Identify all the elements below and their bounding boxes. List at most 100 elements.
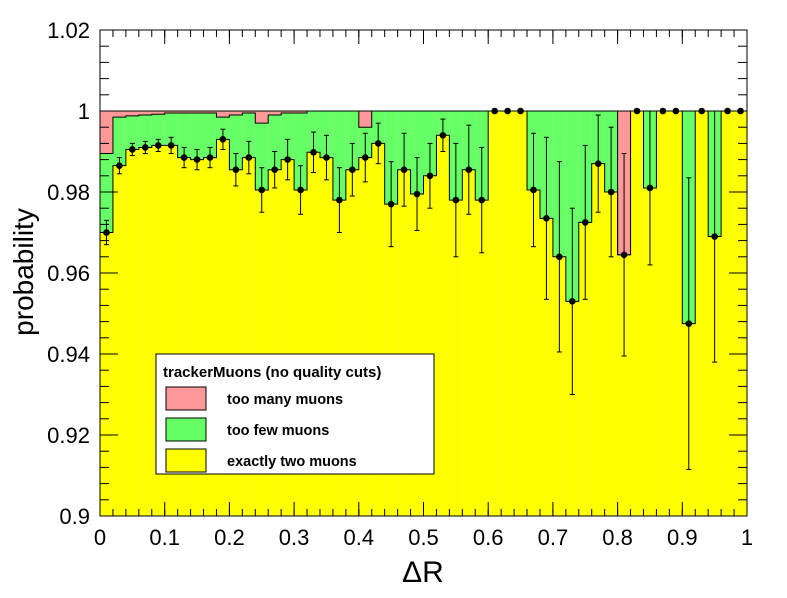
data-point xyxy=(646,184,654,192)
data-point xyxy=(232,166,240,174)
bin-too-many xyxy=(125,111,139,116)
bin-exactly-two xyxy=(514,111,528,516)
bin-too-few xyxy=(294,113,308,190)
y-tick-label: 0.98 xyxy=(47,180,90,205)
bin-too-few xyxy=(112,117,126,166)
data-point xyxy=(543,215,550,222)
x-tick-label: 0.6 xyxy=(473,525,504,550)
bin-exactly-two xyxy=(643,187,657,516)
x-tick-label: 0.2 xyxy=(214,525,245,550)
bin-too-few xyxy=(125,115,139,150)
y-tick-label: 1.02 xyxy=(47,18,90,43)
legend-label-exactly-two: exactly two muons xyxy=(227,454,357,470)
bin-too-few xyxy=(151,114,165,146)
bin-exactly-two xyxy=(565,301,579,516)
bin-too-many xyxy=(242,111,256,114)
bin-exactly-two xyxy=(449,200,463,516)
bin-too-few xyxy=(138,115,152,148)
axes: 0 0.1 0.2 0.3 0.4 0.5 0.6 0.7 0.8 0.9 1 0.9 0.92 0.94… xyxy=(47,18,753,550)
data-point xyxy=(103,229,110,236)
bin-too-few xyxy=(164,113,178,146)
bin-too-few xyxy=(100,153,113,233)
y-tick-label: 0.92 xyxy=(47,423,90,448)
bin-too-few xyxy=(384,111,398,205)
x-tick-label: 0.5 xyxy=(408,525,439,550)
bin-too-few xyxy=(190,113,204,160)
data-point xyxy=(465,166,473,174)
bin-exactly-two xyxy=(138,147,152,516)
data-point xyxy=(504,107,511,115)
data-point xyxy=(310,149,317,156)
bin-too-many xyxy=(151,111,165,115)
bin-too-many xyxy=(112,111,126,118)
bin-exactly-two xyxy=(125,149,139,516)
x-tick-label: 0.8 xyxy=(602,525,633,550)
x-tick-label: 0 xyxy=(94,525,106,550)
bin-too-few xyxy=(203,113,217,158)
data-point xyxy=(180,154,188,161)
data-point xyxy=(452,196,460,204)
data-point xyxy=(245,154,253,161)
bin-too-few xyxy=(345,111,359,170)
data-point xyxy=(620,251,628,259)
bin-too-few xyxy=(268,115,282,170)
bin-too-many xyxy=(358,111,372,128)
y-axis-label: probability xyxy=(8,208,39,336)
bin-too-few xyxy=(332,111,346,201)
legend-label-too-few: too few muons xyxy=(227,423,329,439)
bin-exactly-two xyxy=(708,236,722,516)
data-point xyxy=(387,200,395,208)
bin-exactly-two xyxy=(734,111,747,516)
data-point xyxy=(336,196,343,204)
legend-swatch-too-few xyxy=(165,417,207,442)
data-point xyxy=(206,154,214,161)
x-tick-label: 0.3 xyxy=(279,525,310,550)
data-point xyxy=(672,107,680,115)
data-point xyxy=(271,166,278,174)
bin-exactly-two xyxy=(100,232,113,516)
bin-exactly-two xyxy=(669,111,683,516)
bin-too-few xyxy=(177,113,191,158)
bin-too-few xyxy=(242,113,256,158)
legend-label-too-many: too many muons xyxy=(227,392,343,408)
bin-too-many xyxy=(281,111,295,114)
data-point xyxy=(129,146,136,153)
data-point xyxy=(478,196,486,204)
histogram-layers xyxy=(100,30,747,516)
data-point xyxy=(349,166,356,174)
bin-too-many xyxy=(255,111,269,124)
bin-too-few xyxy=(410,111,424,195)
data-point xyxy=(556,253,563,261)
bin-too-many xyxy=(164,111,178,114)
data-point xyxy=(258,186,266,194)
bin-too-few xyxy=(229,115,243,170)
data-point xyxy=(581,219,589,226)
bin-too-many xyxy=(294,111,308,114)
bin-too-few xyxy=(255,123,269,190)
bin-exactly-two xyxy=(604,192,618,516)
bin-exactly-two xyxy=(436,135,450,516)
legend-title: trackerMuons (no quality cuts) xyxy=(163,364,381,381)
data-point xyxy=(297,186,304,194)
data-point xyxy=(724,107,731,115)
data-point xyxy=(141,144,149,151)
bin-exactly-two xyxy=(617,254,631,516)
bin-too-few xyxy=(565,111,579,302)
data-point xyxy=(400,166,408,174)
x-tick-label: 0.4 xyxy=(344,525,375,550)
data-point xyxy=(167,142,175,149)
data-point xyxy=(193,156,201,163)
y-tick-label: 0.96 xyxy=(47,261,90,286)
legend-swatch-too-many xyxy=(165,386,207,411)
bin-too-many xyxy=(203,111,217,114)
data-point xyxy=(530,186,537,194)
x-tick-label: 0.9 xyxy=(667,525,698,550)
x-axis-label: ΔR xyxy=(402,556,444,589)
data-point xyxy=(491,107,498,115)
bin-too-many xyxy=(216,111,230,118)
bin-too-many xyxy=(268,111,282,116)
data-point xyxy=(633,107,641,115)
bin-exactly-two xyxy=(721,111,735,516)
bin-exactly-two xyxy=(656,111,670,516)
